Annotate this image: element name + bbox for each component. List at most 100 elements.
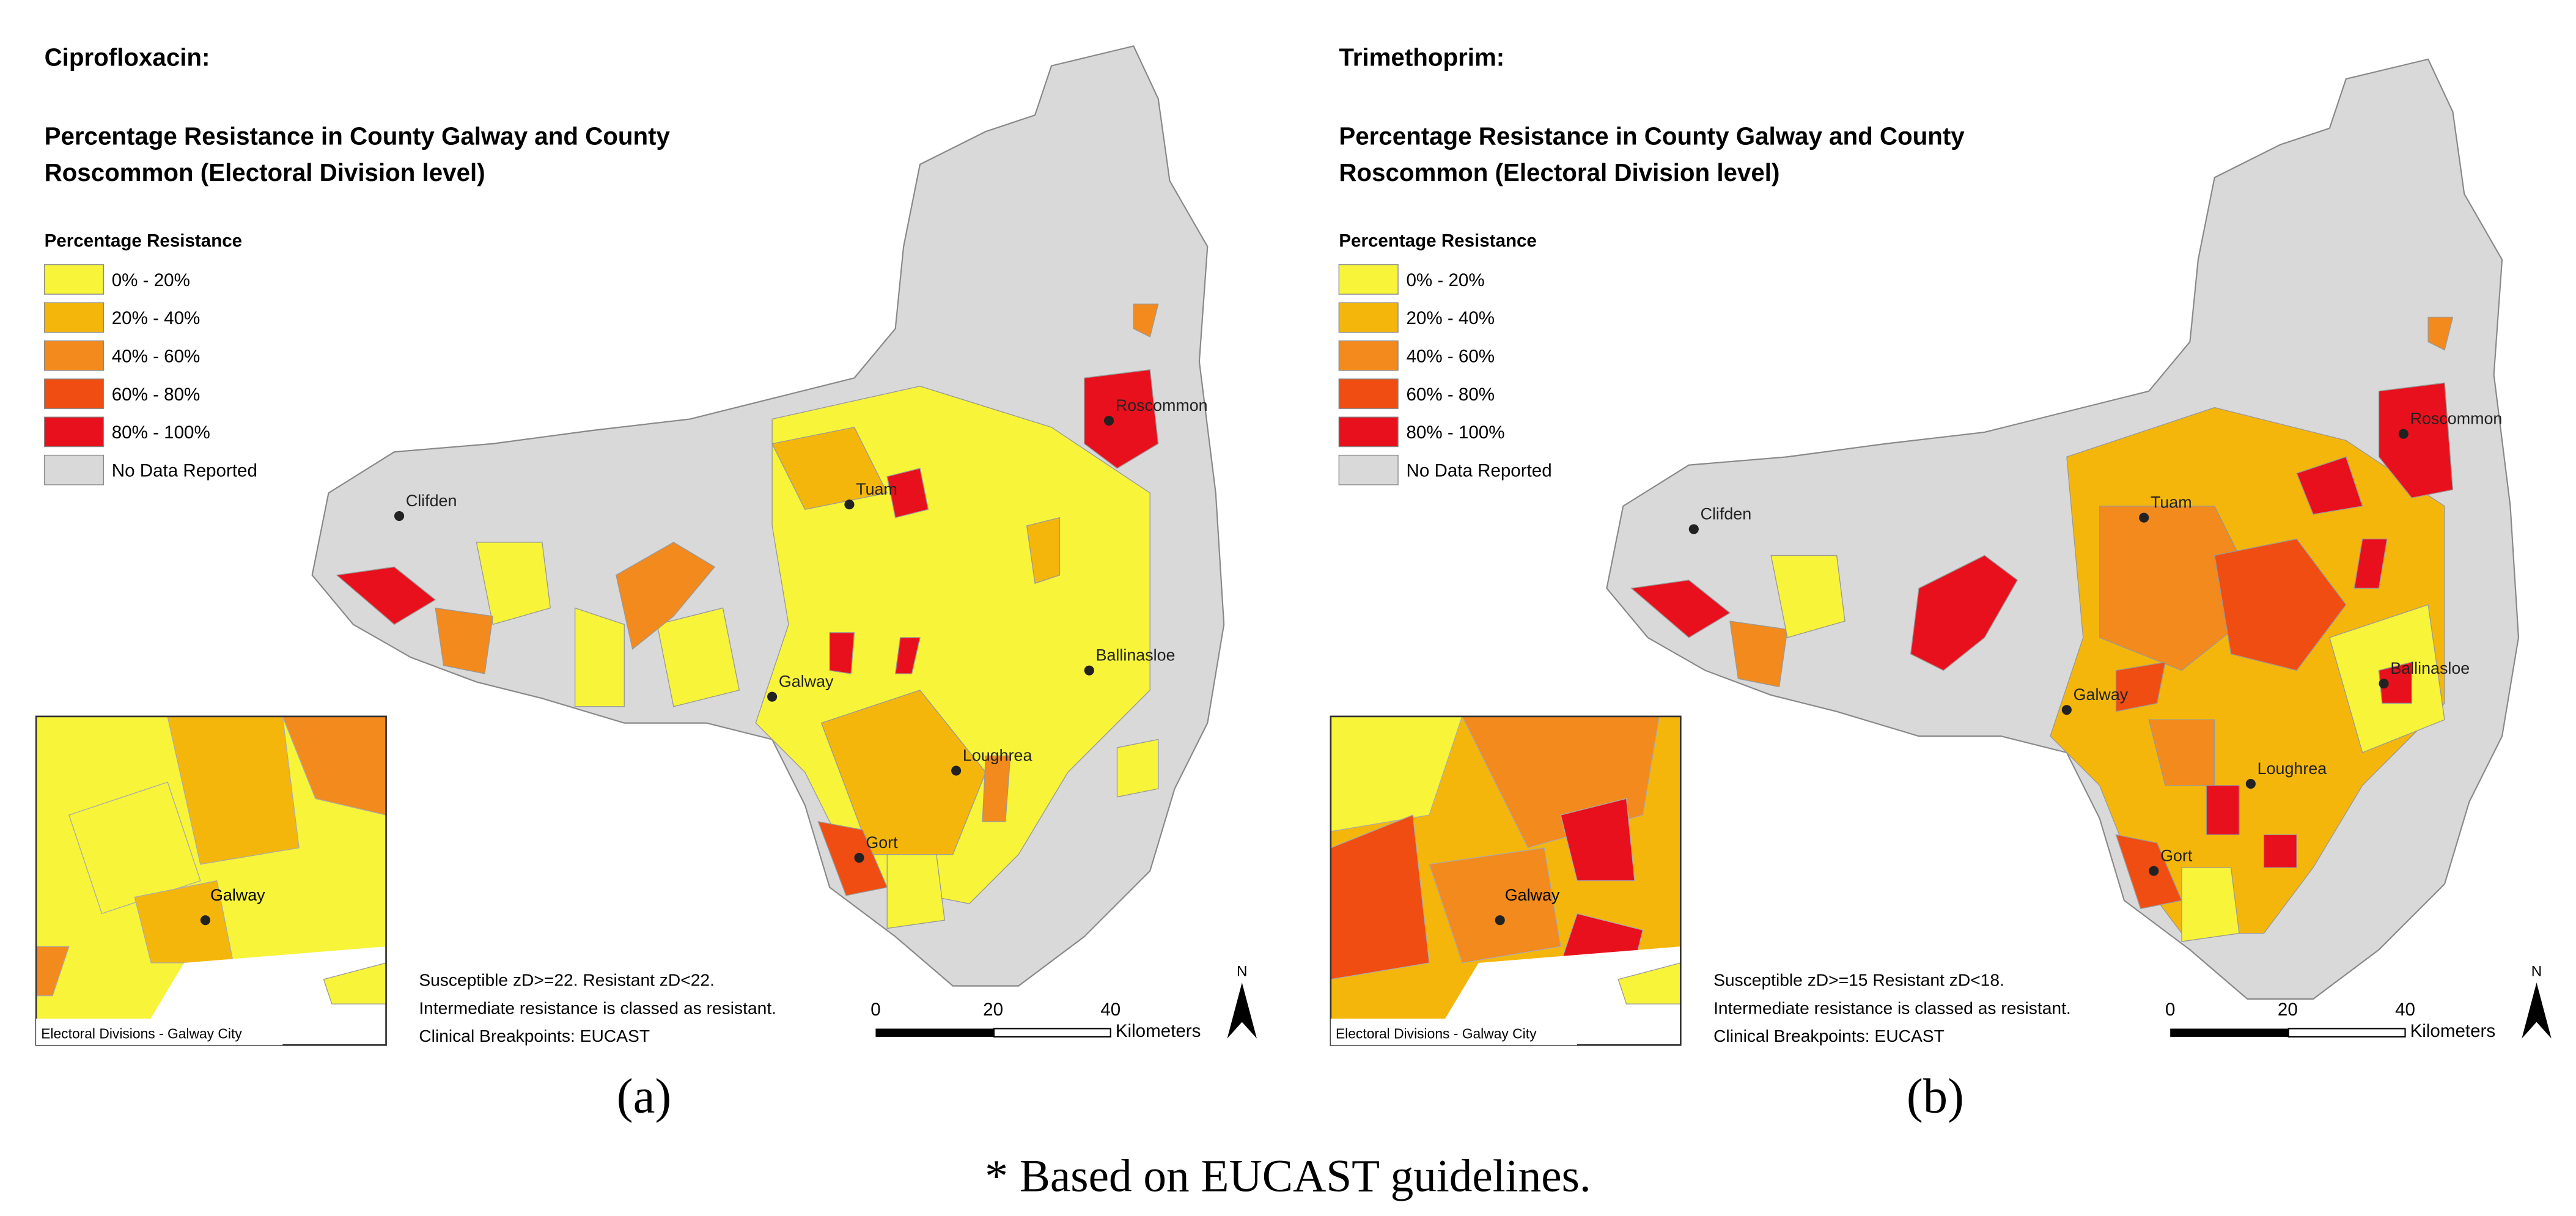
town-label: Ballinasloe: [1096, 646, 1176, 665]
town-label: Tuam: [2151, 493, 2192, 512]
electoral-division: [2206, 785, 2240, 836]
panel: Clifden Tuam Roscommon Galway Ballinasloe Lou…: [35, 44, 1257, 1046]
scale-label: 40: [2395, 1000, 2415, 1020]
north-arrow: [1227, 982, 1257, 1039]
electoral-division: [829, 632, 855, 674]
electoral-division: [2378, 382, 2454, 499]
scale-unit: Kilometers: [1116, 1021, 1201, 1041]
town-marker: [2398, 429, 2409, 439]
town-marker: [200, 915, 210, 926]
electoral-division: [2353, 538, 2388, 589]
town-marker: [1104, 416, 1114, 426]
footnote: * Based on EUCAST guidelines.: [985, 1151, 1591, 1202]
town-label: Gort: [866, 833, 898, 852]
electoral-division: [476, 542, 551, 625]
town-label: Galway: [2074, 685, 2129, 704]
town-marker: [854, 852, 864, 863]
electoral-division: [2296, 456, 2363, 515]
panel: Clifden Tuam Roscommon Galway Ballinasloe Lou…: [1330, 44, 2552, 1046]
legend-title: Percentage Resistance: [1339, 230, 1537, 251]
inset-town-label: Galway: [1505, 886, 1560, 904]
map-note: Intermediate resistance is classed as re…: [1713, 998, 2071, 1017]
scale-label: 20: [2278, 1000, 2298, 1020]
legend-label: 60% - 80%: [112, 385, 201, 405]
inset-division: [1560, 798, 1635, 882]
electoral-division: [2148, 719, 2215, 786]
legend-swatch: [1338, 302, 1399, 333]
legend-swatch: [43, 302, 104, 333]
town-label: Ballinasloe: [2390, 659, 2470, 677]
town-marker: [951, 765, 962, 776]
map-title: Percentage Resistance in County Galway a…: [45, 123, 671, 150]
town-marker: [2139, 512, 2149, 523]
scale-bar: [993, 1028, 1111, 1038]
town-marker: [1084, 665, 1094, 676]
electoral-division: [1910, 555, 2018, 671]
north-label: N: [2531, 964, 2542, 980]
north-arrow: [2522, 982, 2552, 1039]
scale-bar: [2170, 1028, 2289, 1037]
legend-label: 80% - 100%: [1407, 422, 1505, 443]
legend-label: 60% - 80%: [1407, 385, 1495, 405]
legend-label: No Data Reported: [112, 461, 257, 481]
inset-division: [68, 781, 201, 915]
electoral-division: [2115, 661, 2166, 712]
town-marker: [1495, 915, 1505, 926]
legend-label: 0% - 20%: [1407, 270, 1485, 290]
scale-unit: Kilometers: [2410, 1021, 2496, 1041]
legend-swatch: [43, 416, 104, 448]
inset-division: [1429, 847, 1561, 964]
scale-label: 0: [2165, 1000, 2175, 1020]
electoral-division: [657, 607, 740, 707]
electoral-division: [2378, 661, 2412, 704]
town-marker: [2061, 705, 2072, 715]
scale-bar: [2287, 1028, 2406, 1038]
legend-swatch: [43, 378, 104, 409]
town-label: Loughrea: [963, 746, 1032, 764]
legend-label: No Data Reported: [1407, 461, 1552, 481]
legend-swatch: [43, 340, 104, 371]
map-heading: Trimethoprim:: [1339, 44, 1504, 72]
legend-swatch: [1338, 378, 1399, 409]
map-note: Susceptible zD>=22. Resistant zD<22.: [419, 970, 715, 990]
map-note: Susceptible zD>=15 Resistant zD<18.: [1713, 970, 2004, 990]
scale-bar: [875, 1028, 994, 1037]
scale-label: 40: [1100, 1000, 1121, 1020]
inset-town-label: Galway: [210, 886, 265, 904]
legend-label: 0% - 20%: [112, 270, 190, 290]
electoral-division: [1026, 517, 1061, 584]
electoral-division: [1630, 580, 1731, 638]
map-note: Clinical Breakpoints: EUCAST: [1713, 1026, 1945, 1045]
electoral-division: [1133, 303, 1159, 338]
legend-swatch: [1338, 416, 1399, 448]
map-title: Percentage Resistance in County Galway a…: [1339, 123, 1965, 150]
legend-label: 20% - 40%: [1407, 308, 1495, 328]
town-label: Roscommon: [2410, 410, 2503, 428]
legend-label: 40% - 60%: [112, 346, 201, 366]
scale-label: 0: [870, 1000, 880, 1020]
panel-label: (a): [617, 1069, 671, 1124]
town-marker: [2149, 866, 2159, 876]
inset-caption-bg: [1330, 1019, 1577, 1045]
electoral-division: [1116, 739, 1159, 798]
town-label: Gort: [2160, 846, 2193, 864]
legend-swatch: [43, 454, 104, 485]
town-label: Tuam: [856, 480, 897, 498]
legend-label: 40% - 60%: [1407, 346, 1495, 366]
electoral-division: [2427, 317, 2454, 351]
inset-caption-bg: [36, 1019, 283, 1045]
town-marker: [1688, 524, 1699, 534]
town-marker: [394, 510, 405, 521]
legend-swatch: [1338, 340, 1399, 371]
town-marker: [767, 691, 778, 702]
electoral-division: [2263, 834, 2297, 868]
electoral-division: [894, 637, 921, 674]
legend-label: 80% - 100%: [112, 422, 210, 443]
map-title: Roscommon (Electoral Division level): [45, 159, 485, 186]
electoral-division: [616, 542, 716, 650]
map-note: Intermediate resistance is classed as re…: [419, 998, 776, 1017]
inset-caption: Electoral Divisions - Galway City: [1336, 1026, 1537, 1042]
legend-label: 20% - 40%: [112, 308, 201, 328]
panel-label: (b): [1907, 1069, 1964, 1124]
